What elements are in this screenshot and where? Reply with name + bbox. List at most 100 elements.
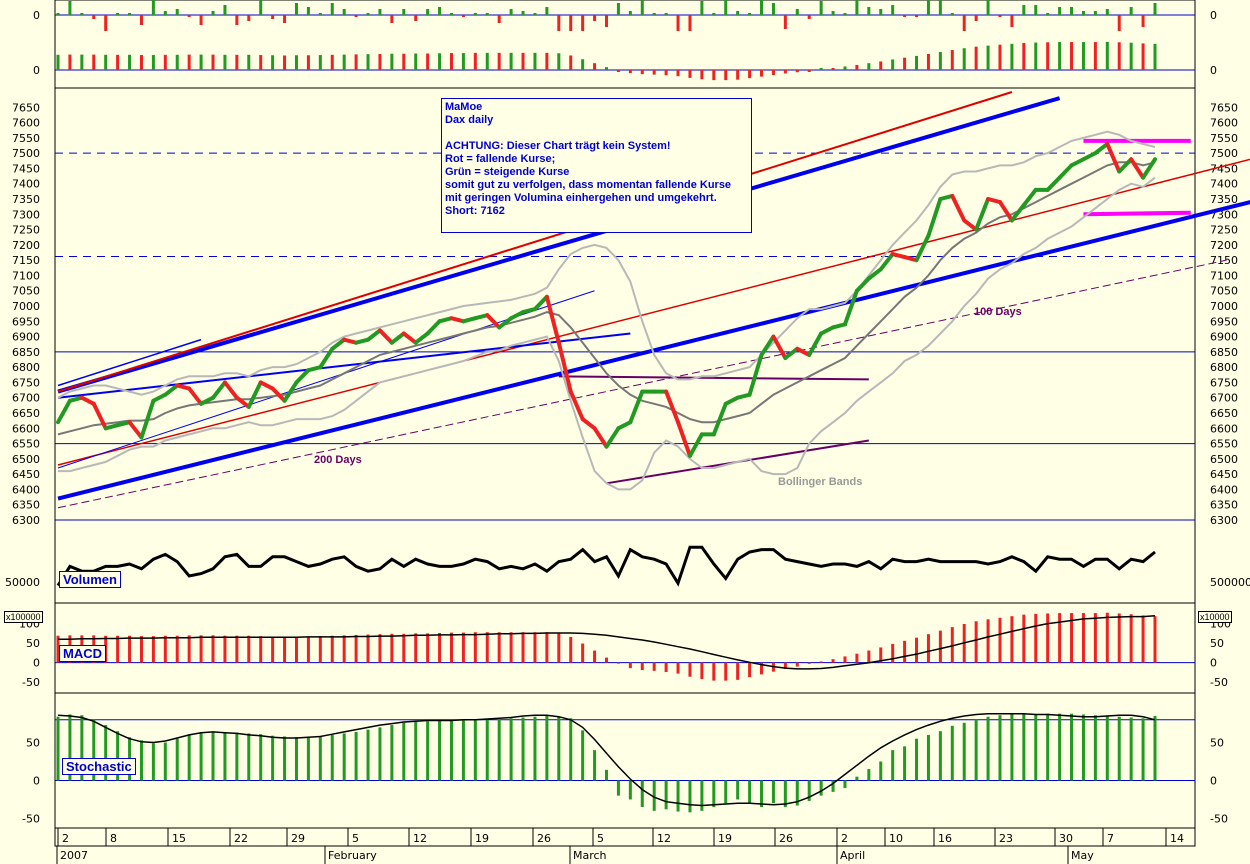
price-segment [211,380,227,400]
histogram-bar [175,54,179,70]
trend-200-days [57,259,1227,509]
x-month-label: April [840,849,865,862]
y-tick-label: 7350 [12,193,40,206]
stochastic-panel: -50 -50 0 0 50 50 [22,712,1228,825]
y-tick-label: 7250 [1210,224,1238,237]
x-month-label: 2007 [60,849,88,862]
histogram-bar [807,70,811,72]
macd-bar [497,632,501,663]
macd-bar [473,632,477,663]
x-tick-label: 2 [841,832,848,845]
y-tick-label: 6750 [1210,376,1238,389]
price-segment [711,401,728,437]
histogram-bar [1010,15,1014,27]
stochastic-bar [688,780,692,813]
macd-signal-line [58,615,1156,670]
histogram-bar [151,55,155,70]
y-tick-label: 6800 [1210,361,1238,374]
macd-bar [390,633,394,663]
y-tick-label: -50 [1210,676,1228,689]
y-tick-label: 7250 [12,224,40,237]
price-segment [604,426,621,449]
histogram-bar [1153,43,1157,70]
histogram-bar [986,45,990,70]
price-segment [556,340,573,394]
macd-bar [139,636,143,663]
macd-bar [235,635,239,663]
macd-bar [354,634,358,663]
macd-bar [223,635,227,663]
histogram-bar [962,15,966,31]
histogram-bar [366,13,370,15]
y-tick-label: 0 [1210,774,1217,787]
volume-line [56,545,1156,587]
price-segment [890,252,907,260]
histogram-bar [783,15,787,29]
x-tick-label: 16 [938,832,952,845]
macd-bar [545,632,549,663]
price-segment [1057,163,1074,180]
histogram-bar [760,0,764,15]
macd-bar [1129,614,1133,663]
x-tick-label: 26 [537,832,551,845]
trend-line-red [57,158,1250,466]
histogram-bar [640,0,644,15]
y-tick-label: 6650 [12,407,40,420]
macd-bar [903,640,907,663]
price-segment [234,395,251,409]
x-month-label: May [1071,849,1094,862]
histogram-bar [163,54,167,70]
y-tick-label: 6350 [1210,499,1238,512]
histogram-bar [139,15,143,25]
stochastic-bar [247,733,251,781]
histogram-bar [378,9,382,15]
trend-channel-lower [57,200,1250,501]
price-segment [926,197,943,238]
histogram-bar [843,66,847,70]
price-panel: 6300 6300 6350 6350 6400 6400 6450 6450 6500 6500… [12,91,1250,527]
price-segment [354,337,371,345]
histogram-bar [795,9,799,15]
price-segment [842,288,859,327]
histogram-bar [664,13,668,15]
histogram-bar [879,9,883,15]
histogram-bar [628,70,632,74]
stochastic-bar [998,715,1002,781]
price-segment [962,218,979,232]
histogram-bar [819,1,823,15]
stochastic-bar [867,769,871,781]
y-tick-label: 6850 [12,346,40,359]
price-segment [628,389,645,425]
price-segment [115,420,132,428]
stochastic-bar [1117,716,1121,781]
histogram-bar [1070,7,1074,15]
y-tick-label: 0 [1210,64,1217,77]
y-tick-label: 50 [26,637,40,650]
histogram-bar [461,15,465,17]
stochastic-bar [545,715,549,781]
histogram-bar [521,52,525,70]
histogram-bar [700,1,704,15]
price-segment [735,392,752,400]
stochastic-bar [724,780,728,804]
histogram-bar [68,54,72,70]
x-tick-label: 30 [1059,832,1073,845]
stochastic-bar [748,780,752,804]
histogram-bar [891,59,895,70]
histogram-bar [867,63,871,70]
histogram-bar [235,54,239,70]
stochastic-bar [843,780,847,789]
stochastic-bar [187,734,191,781]
histogram-bar [402,9,406,15]
label-200-days: 200 Days [314,454,362,466]
histogram-bar [974,15,978,21]
histogram-bar [545,52,549,70]
histogram-bar [1022,5,1026,15]
price-segment [723,395,740,406]
price-segment [568,389,585,422]
price-segment [854,276,871,293]
annotation-box: MaMoe Dax daily ACHTUNG: Dieser Chart tr… [441,98,752,233]
histogram-bar [616,70,620,72]
stochastic-bar [700,780,704,811]
histogram-bar [104,54,108,70]
